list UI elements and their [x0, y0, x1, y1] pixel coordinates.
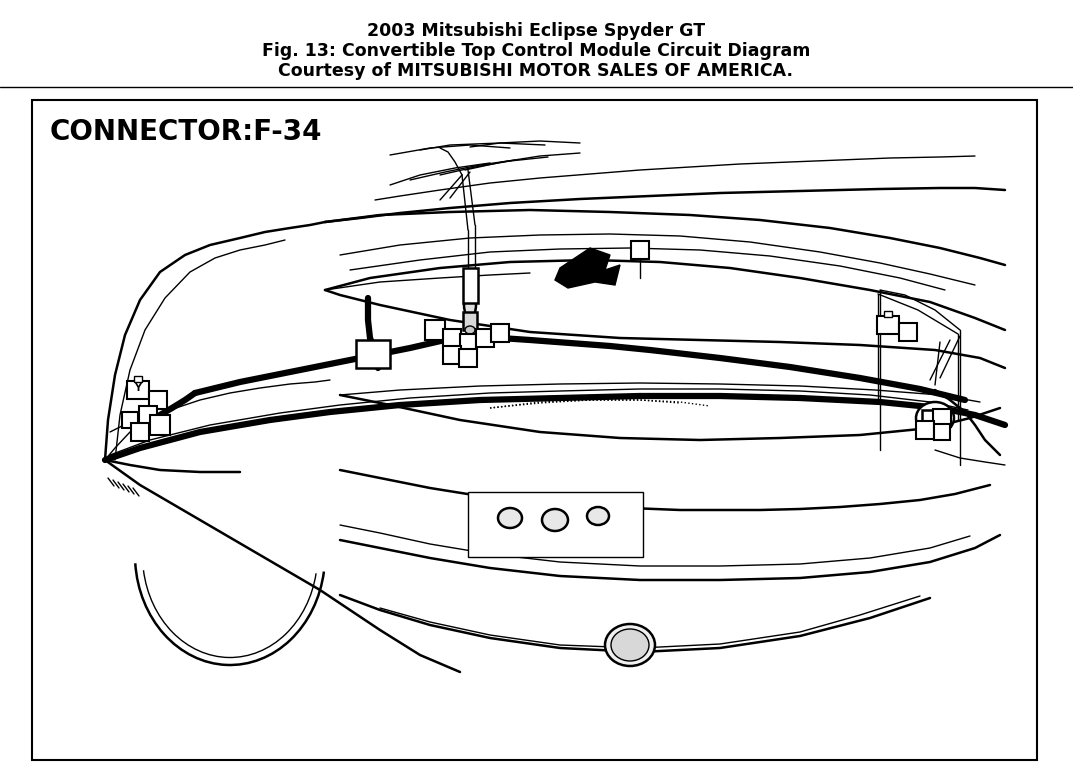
- Bar: [134, 376, 142, 382]
- Ellipse shape: [542, 509, 568, 531]
- Bar: [464, 268, 477, 303]
- Bar: [127, 381, 149, 399]
- Bar: [443, 346, 461, 364]
- Bar: [149, 391, 167, 409]
- Ellipse shape: [611, 629, 649, 661]
- Bar: [468, 492, 643, 557]
- Ellipse shape: [916, 402, 954, 434]
- Bar: [934, 409, 951, 427]
- Polygon shape: [555, 248, 620, 288]
- Bar: [631, 241, 649, 259]
- Ellipse shape: [605, 624, 655, 666]
- Bar: [425, 320, 445, 340]
- Bar: [131, 423, 149, 441]
- Ellipse shape: [464, 292, 476, 318]
- Text: 2003 Mitsubishi Eclipse Spyder GT: 2003 Mitsubishi Eclipse Spyder GT: [367, 22, 705, 40]
- Bar: [443, 329, 461, 347]
- Bar: [916, 421, 934, 439]
- Bar: [476, 329, 494, 347]
- Bar: [32, 100, 1037, 760]
- Bar: [877, 316, 899, 334]
- Ellipse shape: [498, 508, 521, 528]
- Bar: [899, 323, 917, 341]
- Bar: [150, 415, 170, 435]
- Bar: [922, 410, 949, 430]
- Bar: [139, 406, 157, 424]
- Bar: [122, 412, 138, 428]
- Bar: [464, 312, 477, 330]
- Text: Y: Y: [134, 383, 142, 393]
- Bar: [356, 340, 389, 368]
- Bar: [459, 349, 477, 367]
- Bar: [491, 324, 509, 342]
- Text: CONNECTOR:F-34: CONNECTOR:F-34: [50, 118, 323, 146]
- Bar: [934, 424, 950, 440]
- Bar: [884, 311, 892, 317]
- Ellipse shape: [465, 326, 475, 334]
- Ellipse shape: [587, 507, 609, 525]
- Text: Courtesy of MITSUBISHI MOTOR SALES OF AMERICA.: Courtesy of MITSUBISHI MOTOR SALES OF AM…: [279, 62, 794, 80]
- Bar: [460, 334, 476, 350]
- Text: Fig. 13: Convertible Top Control Module Circuit Diagram: Fig. 13: Convertible Top Control Module …: [262, 42, 810, 60]
